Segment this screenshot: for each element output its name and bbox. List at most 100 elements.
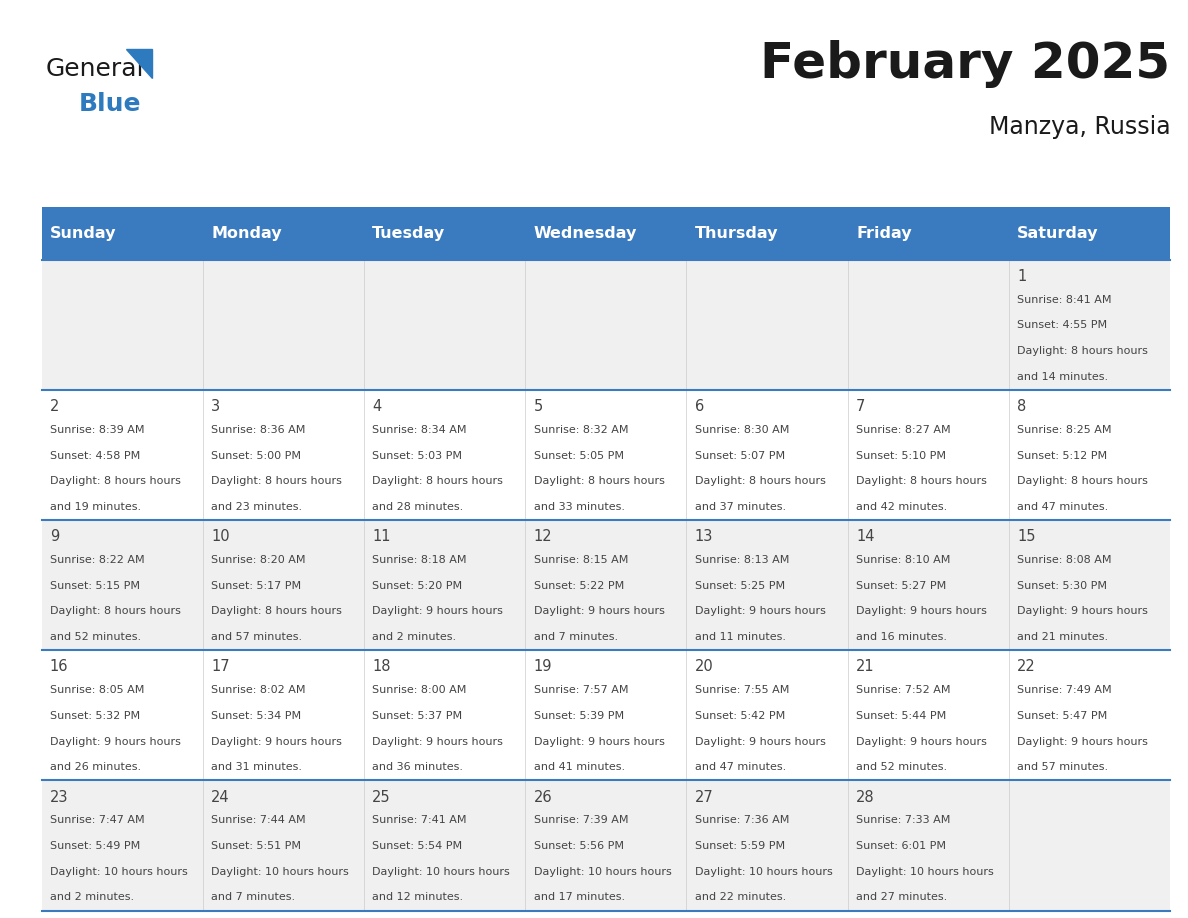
Text: Sunrise: 8:18 AM: Sunrise: 8:18 AM: [372, 555, 467, 565]
Text: Thursday: Thursday: [695, 226, 778, 241]
Text: Sunset: 5:42 PM: Sunset: 5:42 PM: [695, 711, 785, 721]
Text: Wednesday: Wednesday: [533, 226, 637, 241]
Text: Sunrise: 8:22 AM: Sunrise: 8:22 AM: [50, 555, 145, 565]
Bar: [364, 650, 525, 780]
Text: Daylight: 8 hours hours: Daylight: 8 hours hours: [1017, 476, 1148, 487]
Text: Sunrise: 7:44 AM: Sunrise: 7:44 AM: [211, 815, 305, 825]
Bar: [1009, 390, 1170, 521]
Text: Sunrise: 8:13 AM: Sunrise: 8:13 AM: [695, 555, 789, 565]
Text: Daylight: 8 hours hours: Daylight: 8 hours hours: [857, 476, 987, 487]
Text: Friday: Friday: [857, 226, 911, 241]
Text: Sunset: 5:49 PM: Sunset: 5:49 PM: [50, 841, 140, 851]
Text: Sunrise: 8:10 AM: Sunrise: 8:10 AM: [857, 555, 950, 565]
Text: Sunrise: 8:15 AM: Sunrise: 8:15 AM: [533, 555, 628, 565]
Bar: [525, 780, 687, 911]
Text: and 26 minutes.: and 26 minutes.: [50, 762, 141, 772]
Text: Daylight: 10 hours hours: Daylight: 10 hours hours: [857, 867, 994, 877]
Text: Sunset: 5:17 PM: Sunset: 5:17 PM: [211, 581, 302, 590]
Bar: [203, 521, 364, 650]
Bar: [364, 780, 525, 911]
Text: Sunset: 5:00 PM: Sunset: 5:00 PM: [211, 451, 301, 461]
Bar: [687, 521, 848, 650]
Bar: [848, 521, 1009, 650]
Bar: [42, 207, 1170, 260]
Text: General: General: [45, 57, 144, 81]
Bar: [687, 650, 848, 780]
Text: and 36 minutes.: and 36 minutes.: [372, 762, 463, 772]
Bar: [203, 260, 364, 390]
Text: Sunset: 5:30 PM: Sunset: 5:30 PM: [1017, 581, 1107, 590]
Text: and 19 minutes.: and 19 minutes.: [50, 502, 141, 512]
Text: Daylight: 9 hours hours: Daylight: 9 hours hours: [372, 736, 504, 746]
Text: Daylight: 10 hours hours: Daylight: 10 hours hours: [372, 867, 510, 877]
Bar: [525, 390, 687, 521]
Text: and 23 minutes.: and 23 minutes.: [211, 502, 302, 512]
Text: Sunrise: 7:55 AM: Sunrise: 7:55 AM: [695, 685, 789, 695]
Text: and 37 minutes.: and 37 minutes.: [695, 502, 786, 512]
Text: 7: 7: [857, 399, 865, 414]
Text: Sunset: 5:12 PM: Sunset: 5:12 PM: [1017, 451, 1107, 461]
Text: and 17 minutes.: and 17 minutes.: [533, 892, 625, 902]
Text: Daylight: 9 hours hours: Daylight: 9 hours hours: [211, 736, 342, 746]
Text: Sunset: 5:34 PM: Sunset: 5:34 PM: [211, 711, 302, 721]
Bar: [42, 780, 203, 911]
Bar: [42, 650, 203, 780]
Text: Sunrise: 8:25 AM: Sunrise: 8:25 AM: [1017, 425, 1112, 435]
Text: 12: 12: [533, 530, 552, 544]
Text: Sunrise: 8:08 AM: Sunrise: 8:08 AM: [1017, 555, 1112, 565]
Text: Daylight: 10 hours hours: Daylight: 10 hours hours: [533, 867, 671, 877]
Text: Daylight: 9 hours hours: Daylight: 9 hours hours: [695, 736, 826, 746]
Text: Sunset: 5:56 PM: Sunset: 5:56 PM: [533, 841, 624, 851]
Text: and 33 minutes.: and 33 minutes.: [533, 502, 625, 512]
Text: 23: 23: [50, 789, 69, 805]
Text: and 12 minutes.: and 12 minutes.: [372, 892, 463, 902]
Text: Daylight: 9 hours hours: Daylight: 9 hours hours: [533, 736, 664, 746]
Text: Sunset: 5:27 PM: Sunset: 5:27 PM: [857, 581, 947, 590]
Text: Daylight: 9 hours hours: Daylight: 9 hours hours: [857, 736, 987, 746]
Text: 26: 26: [533, 789, 552, 805]
Text: Sunrise: 7:47 AM: Sunrise: 7:47 AM: [50, 815, 145, 825]
Bar: [525, 650, 687, 780]
Text: 5: 5: [533, 399, 543, 414]
Text: Daylight: 9 hours hours: Daylight: 9 hours hours: [372, 607, 504, 616]
Text: 27: 27: [695, 789, 714, 805]
Text: 9: 9: [50, 530, 59, 544]
Text: and 47 minutes.: and 47 minutes.: [695, 762, 786, 772]
Text: 8: 8: [1017, 399, 1026, 414]
Text: 24: 24: [211, 789, 229, 805]
Text: Sunrise: 8:39 AM: Sunrise: 8:39 AM: [50, 425, 145, 435]
Text: 17: 17: [211, 659, 229, 675]
Text: Sunrise: 7:33 AM: Sunrise: 7:33 AM: [857, 815, 950, 825]
Text: Sunset: 5:03 PM: Sunset: 5:03 PM: [372, 451, 462, 461]
Text: 15: 15: [1017, 530, 1036, 544]
Text: and 2 minutes.: and 2 minutes.: [372, 633, 456, 642]
Text: Sunrise: 8:00 AM: Sunrise: 8:00 AM: [372, 685, 467, 695]
Text: Sunrise: 7:52 AM: Sunrise: 7:52 AM: [857, 685, 950, 695]
Text: and 28 minutes.: and 28 minutes.: [372, 502, 463, 512]
Text: Daylight: 9 hours hours: Daylight: 9 hours hours: [50, 736, 181, 746]
Text: 4: 4: [372, 399, 381, 414]
Text: Sunset: 5:54 PM: Sunset: 5:54 PM: [372, 841, 462, 851]
Text: Sunrise: 8:27 AM: Sunrise: 8:27 AM: [857, 425, 950, 435]
Bar: [42, 390, 203, 521]
Text: Sunrise: 8:05 AM: Sunrise: 8:05 AM: [50, 685, 144, 695]
Text: Sunrise: 8:32 AM: Sunrise: 8:32 AM: [533, 425, 628, 435]
Bar: [1009, 260, 1170, 390]
Text: and 42 minutes.: and 42 minutes.: [857, 502, 947, 512]
Text: and 11 minutes.: and 11 minutes.: [695, 633, 785, 642]
Bar: [1009, 780, 1170, 911]
Text: Daylight: 8 hours hours: Daylight: 8 hours hours: [211, 607, 342, 616]
Text: and 47 minutes.: and 47 minutes.: [1017, 502, 1108, 512]
Text: 22: 22: [1017, 659, 1036, 675]
Text: Daylight: 9 hours hours: Daylight: 9 hours hours: [533, 607, 664, 616]
Polygon shape: [126, 49, 152, 78]
Text: Manzya, Russia: Manzya, Russia: [988, 115, 1170, 139]
Text: and 21 minutes.: and 21 minutes.: [1017, 633, 1108, 642]
Text: Sunset: 5:10 PM: Sunset: 5:10 PM: [857, 451, 946, 461]
Bar: [364, 260, 525, 390]
Text: and 7 minutes.: and 7 minutes.: [533, 633, 618, 642]
Bar: [203, 650, 364, 780]
Text: Sunset: 5:39 PM: Sunset: 5:39 PM: [533, 711, 624, 721]
Text: 28: 28: [857, 789, 874, 805]
Bar: [848, 780, 1009, 911]
